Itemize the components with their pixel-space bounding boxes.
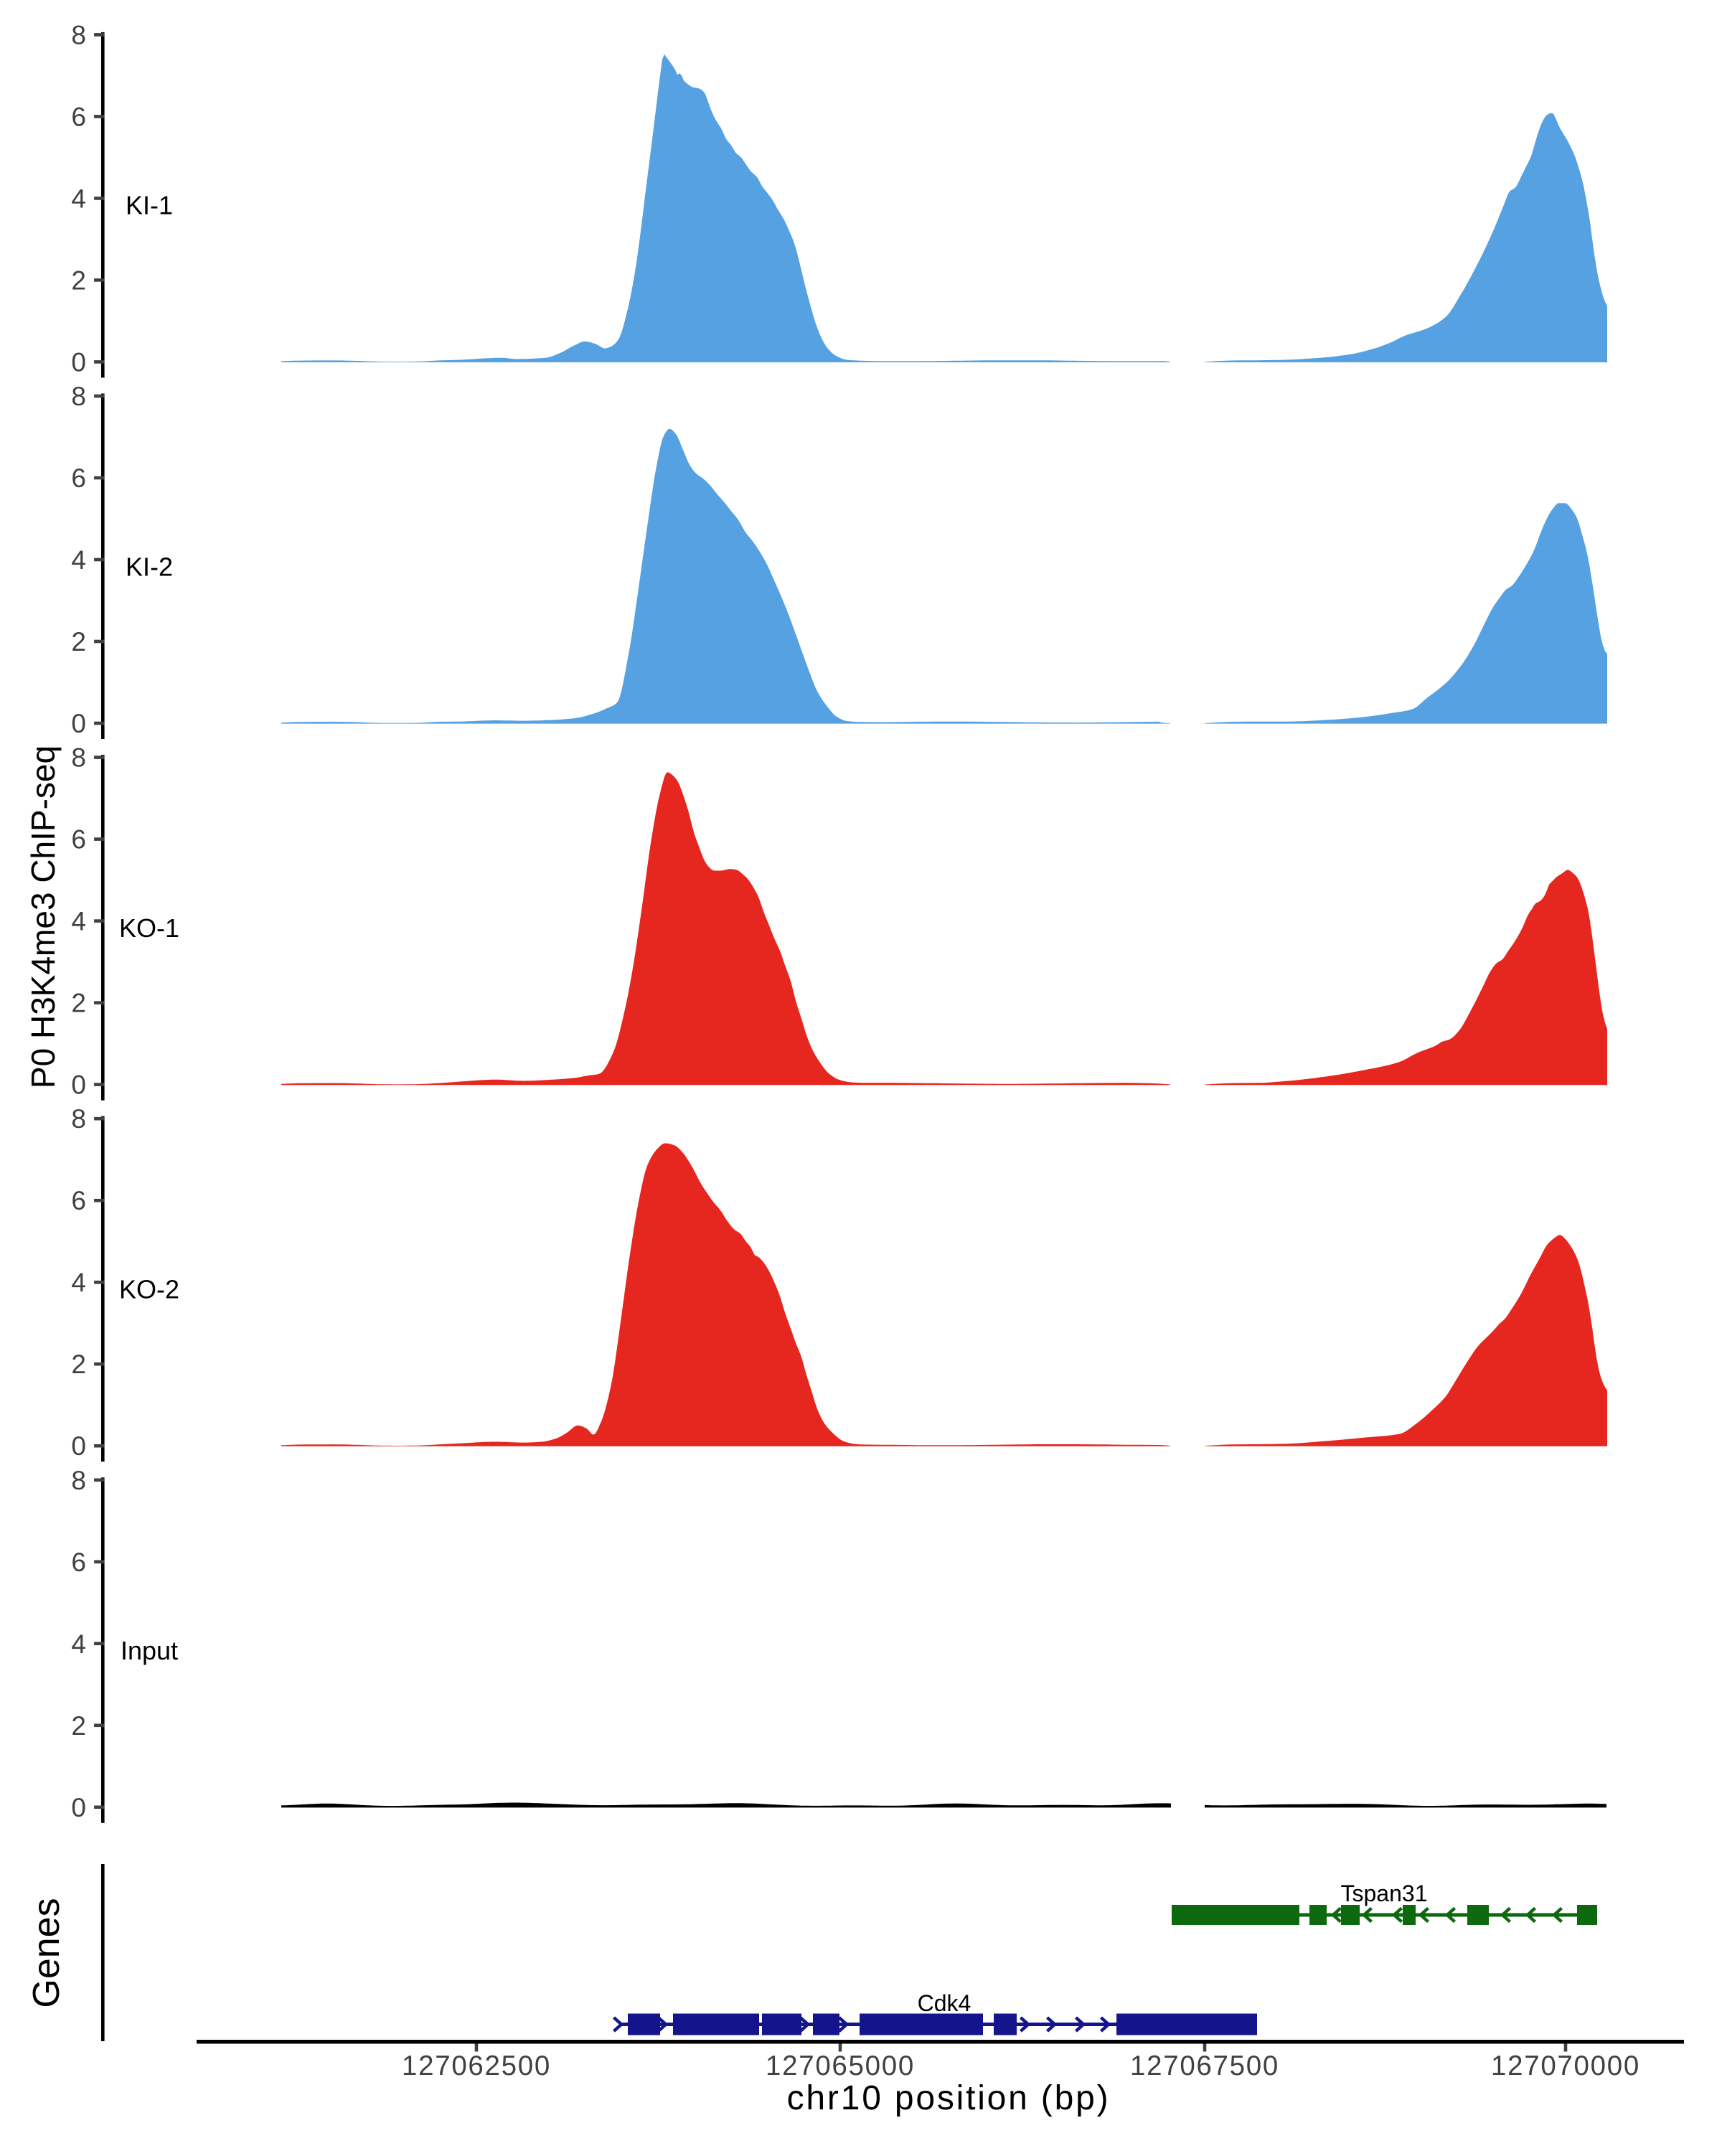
svg-text:2: 2 [71, 1711, 86, 1741]
svg-text:chr10 position (bp): chr10 position (bp) [787, 2079, 1111, 2117]
svg-text:127070000: 127070000 [1491, 2051, 1640, 2081]
svg-text:4: 4 [71, 907, 86, 936]
svg-text:Genes: Genes [26, 1898, 67, 2007]
svg-text:Input: Input [121, 1636, 178, 1665]
svg-text:4: 4 [71, 1268, 86, 1297]
svg-text:KI-2: KI-2 [126, 552, 173, 581]
svg-text:8: 8 [71, 743, 86, 773]
svg-text:0: 0 [71, 1431, 86, 1461]
svg-text:KI-1: KI-1 [126, 191, 173, 220]
svg-text:6: 6 [71, 1186, 86, 1215]
svg-text:P0 H3K4me3 ChIP-seq: P0 H3K4me3 ChIP-seq [24, 745, 62, 1088]
svg-text:6: 6 [71, 463, 86, 493]
svg-text:4: 4 [71, 184, 86, 213]
svg-text:Tspan31: Tspan31 [1341, 1880, 1428, 1906]
svg-text:127067500: 127067500 [1130, 2051, 1279, 2081]
svg-text:127062500: 127062500 [402, 2051, 551, 2081]
svg-text:0: 0 [71, 709, 86, 738]
svg-text:2: 2 [71, 627, 86, 656]
svg-text:8: 8 [71, 1466, 86, 1495]
svg-text:6: 6 [71, 825, 86, 855]
svg-text:2: 2 [71, 1350, 86, 1379]
svg-text:4: 4 [71, 1629, 86, 1659]
svg-text:Cdk4: Cdk4 [918, 1990, 971, 2016]
svg-text:8: 8 [71, 382, 86, 411]
svg-text:0: 0 [71, 347, 86, 377]
svg-text:6: 6 [71, 1548, 86, 1577]
svg-text:0: 0 [71, 1070, 86, 1100]
svg-text:8: 8 [71, 1104, 86, 1134]
svg-text:127065000: 127065000 [766, 2051, 915, 2081]
svg-text:KO-2: KO-2 [119, 1275, 179, 1304]
svg-text:6: 6 [71, 102, 86, 131]
svg-text:KO-1: KO-1 [119, 913, 179, 943]
svg-text:8: 8 [71, 20, 86, 50]
svg-text:2: 2 [71, 265, 86, 295]
svg-text:4: 4 [71, 545, 86, 575]
svg-text:0: 0 [71, 1793, 86, 1822]
svg-text:2: 2 [71, 989, 86, 1018]
